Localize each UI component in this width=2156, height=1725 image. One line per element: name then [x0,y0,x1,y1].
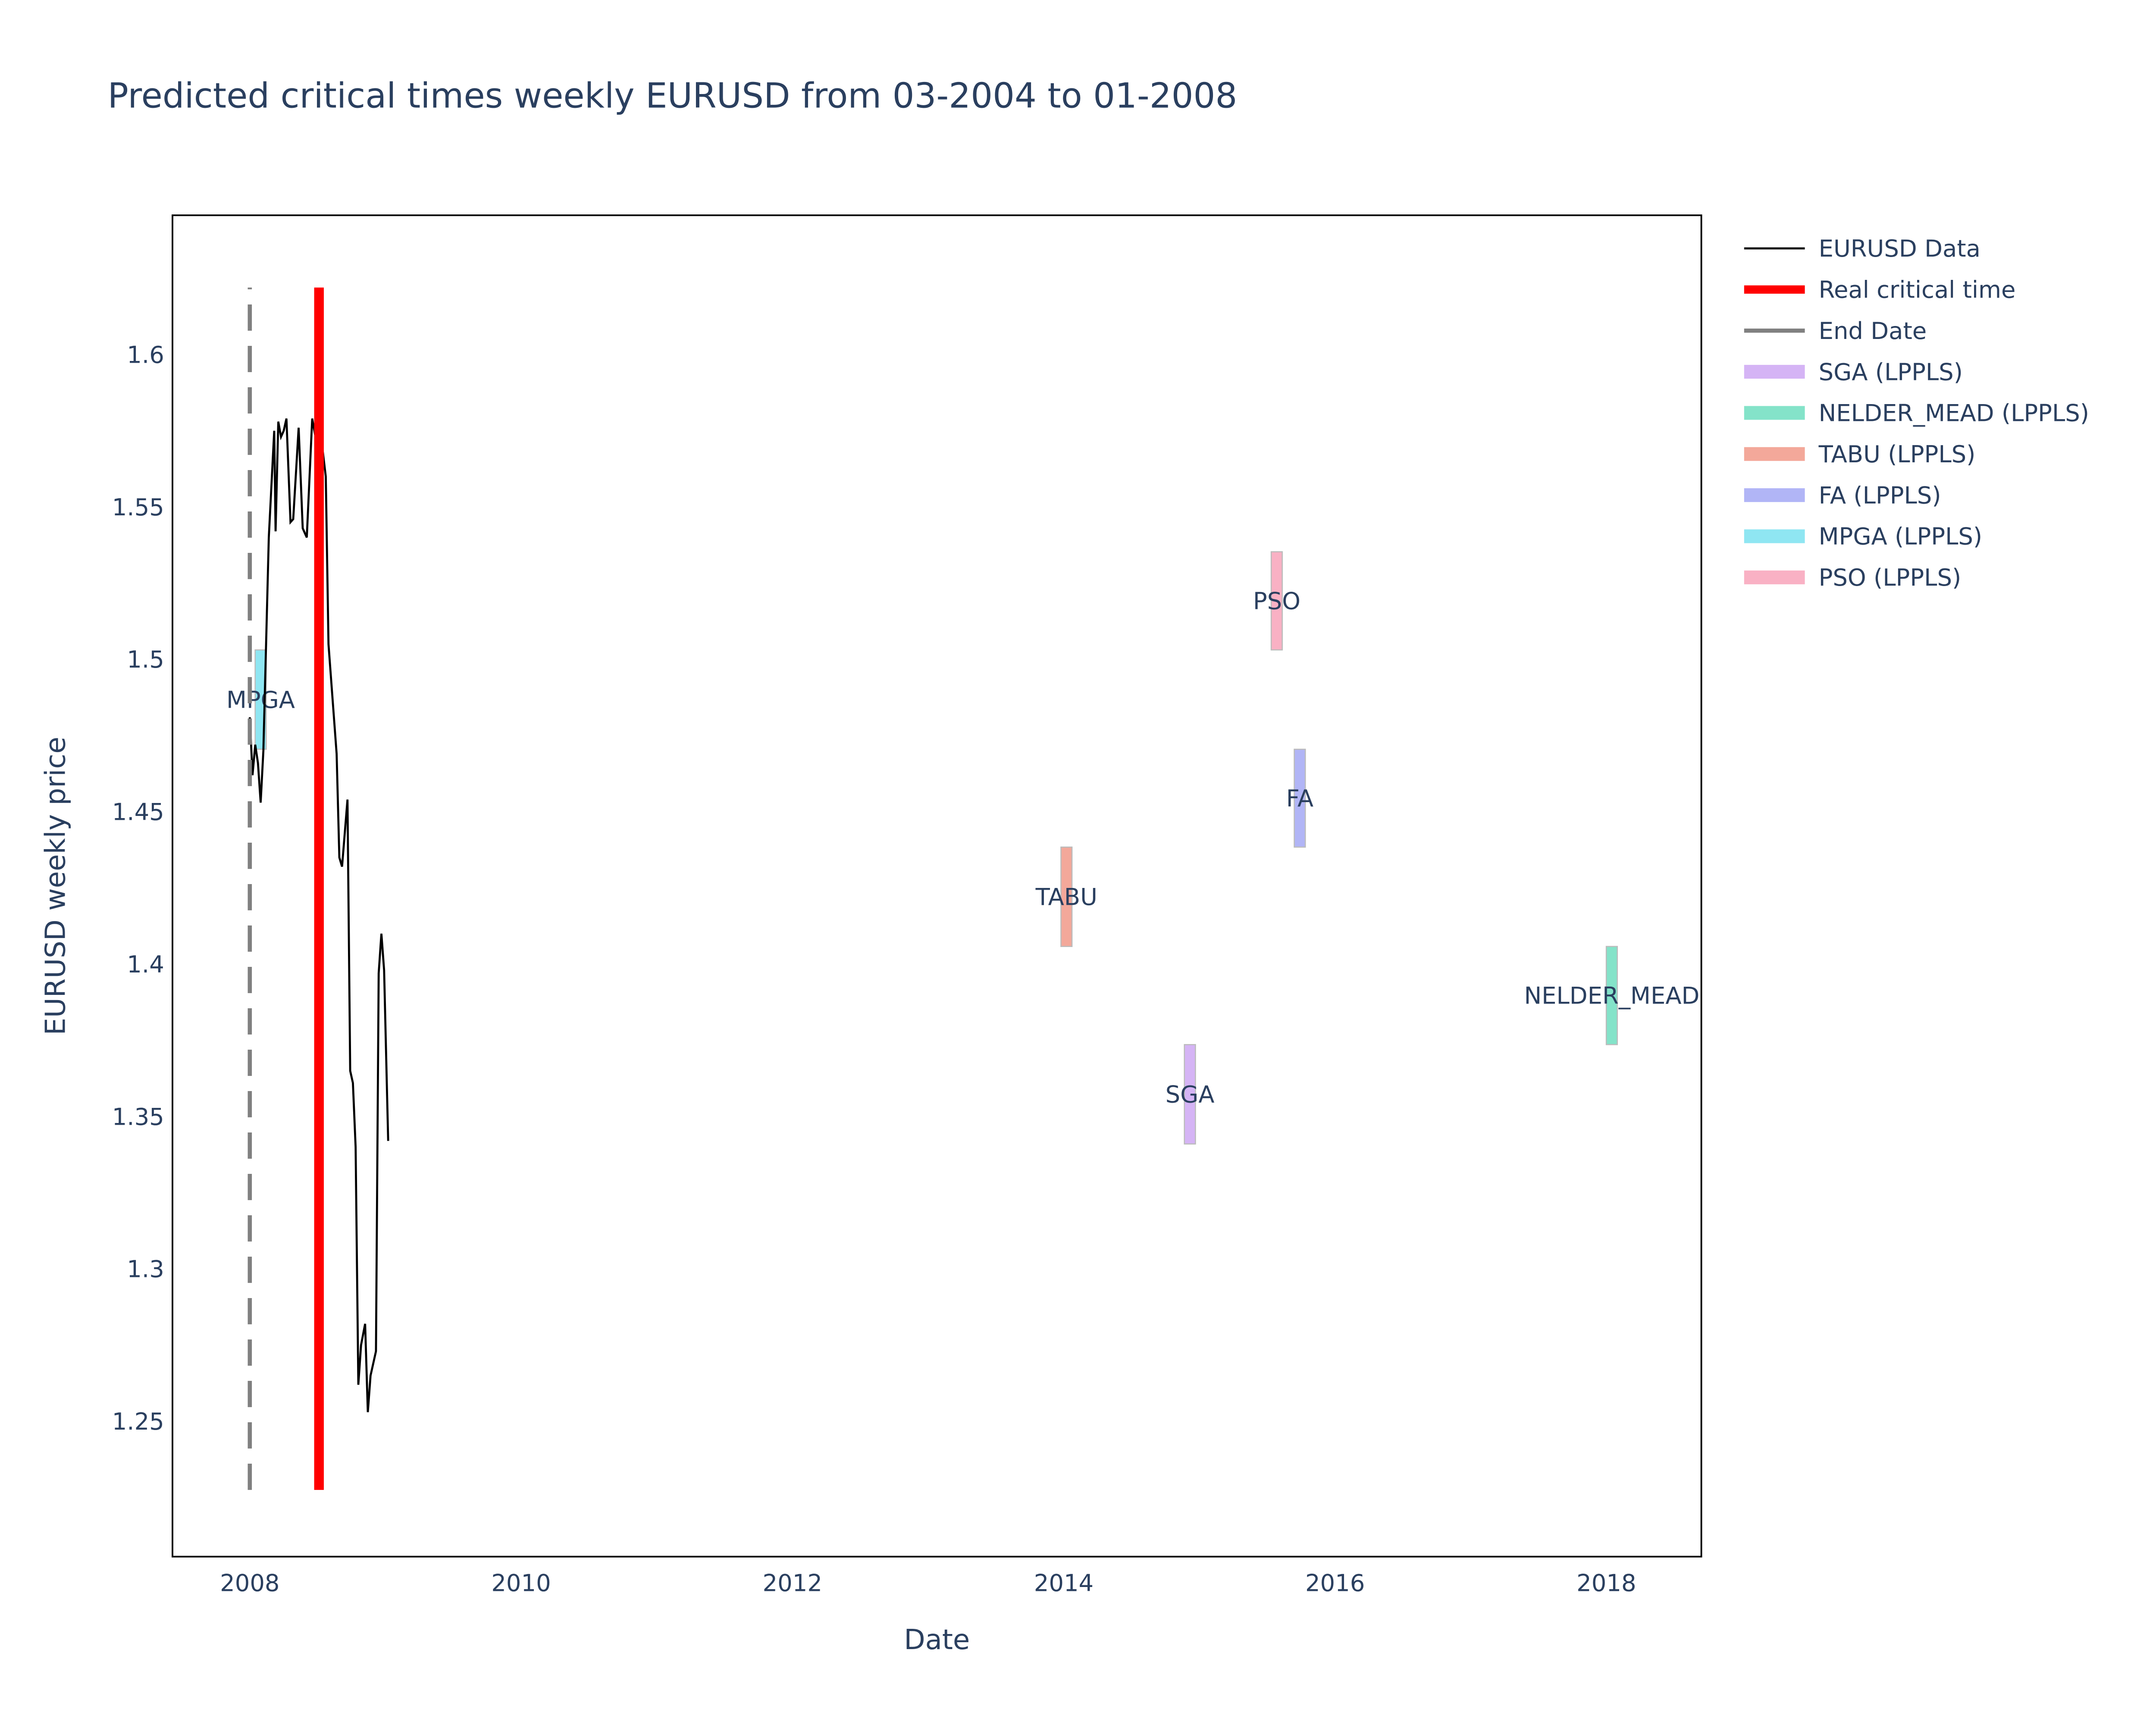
y-tick-label: 1.55 [112,494,164,521]
legend-label: FA (LPPLS) [1819,482,1941,509]
legend-swatch [1744,365,1805,379]
band-label: SGA [1166,1081,1215,1108]
legend-label: NELDER_MEAD (LPPLS) [1819,400,2089,427]
x-tick-label: 2012 [763,1570,822,1597]
x-tick-label: 2014 [1034,1570,1094,1597]
y-axis-label: EURUSD weekly price [40,737,72,1035]
y-tick-label: 1.35 [112,1103,164,1130]
y-tick-label: 1.45 [112,799,164,826]
prediction-band [1270,551,1283,651]
legend-swatch [1744,447,1805,461]
prediction-band [1294,749,1306,848]
legend-label: PSO (LPPLS) [1819,564,1962,591]
legend-swatch [1744,406,1805,420]
band-label: NELDER_MEAD [1524,982,1699,1010]
legend: EURUSD Data Real critical time End Date SGA… [1744,235,2089,591]
y-tick-label: 1.6 [127,341,164,368]
y-tick-label: 1.5 [127,646,164,673]
x-tick-label: 2018 [1576,1570,1636,1597]
legend-label: Real critical time [1819,276,2016,304]
x-tick-label: 2016 [1305,1570,1365,1597]
x-tick-label: 2008 [220,1570,279,1597]
chart-title: Predicted critical times weekly EURUSD f… [108,76,1238,116]
band-label: PSO [1253,587,1300,615]
y-tick-label: 1.25 [112,1408,164,1435]
axes: 2008 2010 2012 2014 2016 2018 1.25 1.3 1.35 1.4 1.… [112,341,1636,1596]
prediction-band [1184,1044,1196,1145]
legend-label: End Date [1819,317,1927,345]
legend-label: MPGA (LPPLS) [1819,523,1983,550]
prediction-band [1060,847,1073,947]
legend-label: EURUSD Data [1819,235,1981,262]
plot-area: SGA NELDER_MEAD TABU FA MPGA PSO [226,287,1699,1490]
legend-swatch [1744,570,1805,584]
y-tick-label: 1.4 [127,951,164,978]
legend-label: SGA (LPPLS) [1819,358,1963,386]
legend-swatch [1744,529,1805,543]
plot-frame [172,214,1702,1558]
band-label: FA [1286,785,1314,812]
prediction-band [1605,946,1618,1045]
legend-label: TABU (LPPLS) [1818,441,1976,468]
x-axis-label: Date [904,1624,970,1656]
legend-swatch [1744,488,1805,502]
y-tick-label: 1.3 [127,1256,164,1283]
x-tick-label: 2010 [491,1570,551,1597]
band-label: TABU [1035,884,1097,911]
band-label: MPGA [226,686,295,713]
